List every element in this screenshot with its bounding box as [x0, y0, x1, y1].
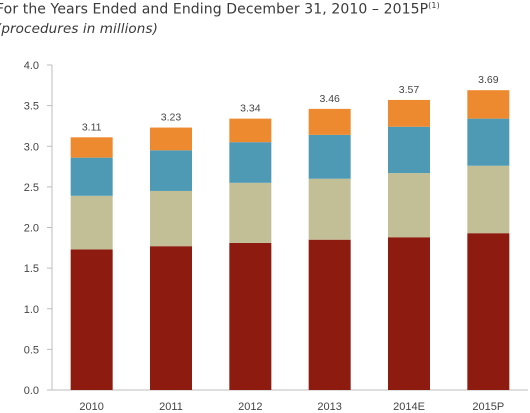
bar-segment [388, 237, 430, 390]
bar-segment [229, 242, 272, 390]
bar-segment [467, 165, 510, 234]
x-tick-label: 2015P [472, 401, 504, 413]
y-tick-label: 2.0 [24, 223, 39, 235]
bar-segment [467, 233, 510, 390]
y-tick-label: 4.0 [24, 60, 39, 72]
bar-segment [150, 246, 192, 390]
bar-segment [308, 134, 351, 179]
y-tick-label: 0.0 [24, 385, 39, 397]
x-tick-label: 2012 [238, 401, 262, 413]
chart-title: For the Years Ended and Ending December … [0, 1, 440, 18]
chart-subtitle: (procedures in millions) [0, 21, 158, 37]
x-tick-label: 2014E [393, 401, 425, 413]
bar-segment [229, 182, 272, 243]
bar-total-label: 3.11 [82, 121, 102, 133]
bar-segment [150, 190, 192, 247]
y-tick-label: 0.5 [24, 344, 39, 356]
y-tick-label: 3.5 [24, 101, 39, 113]
bar-segment [150, 127, 192, 151]
bar-segment [150, 150, 192, 191]
y-tick-label: 1.5 [24, 263, 39, 275]
bar-segment [70, 157, 113, 196]
bar-total-label: 3.46 [319, 93, 340, 105]
bar-segment [308, 178, 351, 240]
bar-segment [229, 142, 272, 183]
bar-segment [467, 118, 510, 166]
bar-segment [388, 99, 430, 127]
bar-segment [308, 239, 351, 390]
bar-segment [70, 137, 113, 158]
bar-segment [308, 108, 351, 135]
bar-segment [388, 126, 430, 174]
bar-total-label: 3.57 [399, 84, 420, 96]
bar-segment [229, 118, 272, 143]
bar-total-label: 3.23 [161, 112, 182, 124]
y-tick-label: 1.0 [24, 304, 39, 316]
x-tick-label: 2010 [79, 401, 103, 413]
bar-segment [70, 195, 113, 250]
bar-segment [70, 249, 113, 390]
bar-segment [388, 173, 430, 238]
x-tick-label: 2013 [317, 401, 341, 413]
bar-total-label: 3.34 [240, 103, 261, 115]
bar-total-label: 3.69 [478, 74, 499, 86]
x-tick-label: 2011 [159, 401, 183, 413]
y-tick-label: 2.5 [24, 182, 39, 194]
y-tick-label: 3.0 [24, 141, 39, 153]
chart-title-superscript: (1) [428, 1, 440, 10]
bar-segment [467, 90, 510, 119]
